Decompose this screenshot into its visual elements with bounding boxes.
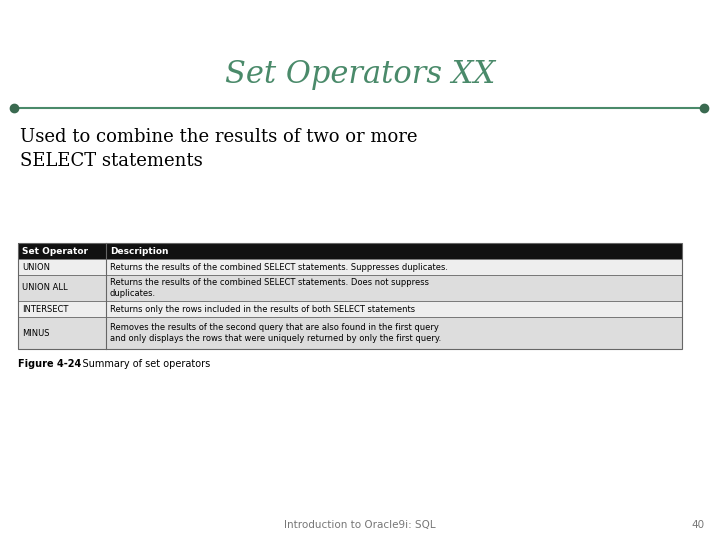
Text: Summary of set operators: Summary of set operators (70, 359, 210, 369)
Text: INTERSECT: INTERSECT (22, 305, 68, 314)
Bar (18, 317, 682, 349)
Text: UNION: UNION (22, 262, 50, 272)
Text: Introduction to Oracle9i: SQL: Introduction to Oracle9i: SQL (284, 520, 436, 530)
Text: UNION ALL: UNION ALL (22, 284, 68, 293)
Text: Set Operators XX: Set Operators XX (225, 59, 495, 91)
Bar (18, 243, 682, 259)
Text: Set Operator: Set Operator (22, 246, 88, 255)
Bar (18, 275, 682, 301)
Text: Figure 4-24: Figure 4-24 (18, 359, 81, 369)
Text: Removes the results of the second query that are also found in the first query
a: Removes the results of the second query … (110, 323, 441, 343)
Text: Used to combine the results of two or more
SELECT statements: Used to combine the results of two or mo… (20, 128, 418, 170)
Text: Returns only the rows included in the results of both SELECT statements: Returns only the rows included in the re… (110, 305, 415, 314)
Text: Returns the results of the combined SELECT statements. Suppresses duplicates.: Returns the results of the combined SELE… (110, 262, 448, 272)
Bar (18, 243, 682, 349)
Text: MINUS: MINUS (22, 328, 50, 338)
Text: Description: Description (110, 246, 168, 255)
Text: Returns the results of the combined SELECT statements. Does not suppress
duplica: Returns the results of the combined SELE… (110, 278, 429, 298)
Text: 40: 40 (692, 520, 705, 530)
Bar (18, 259, 682, 275)
Bar (18, 301, 682, 317)
